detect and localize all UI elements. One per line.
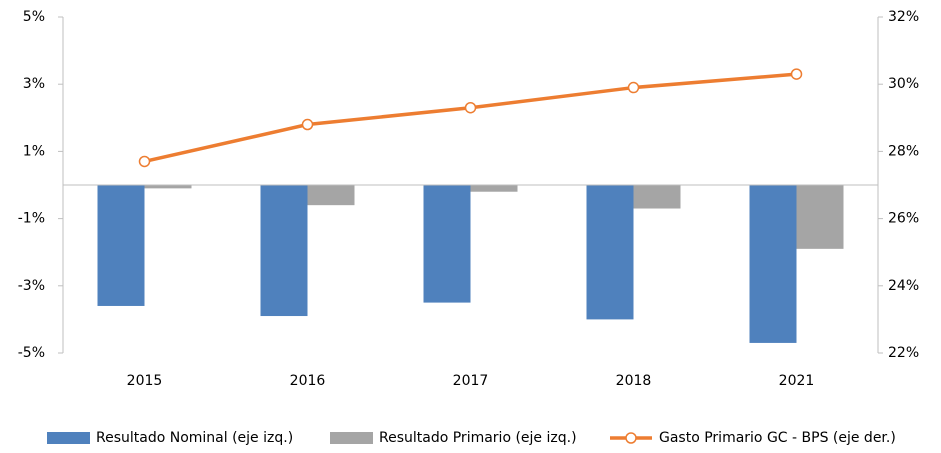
y-tick-label: -5% bbox=[18, 345, 45, 361]
legend-swatch bbox=[330, 432, 373, 444]
y-tick-label: 5% bbox=[23, 9, 45, 25]
bar bbox=[144, 185, 192, 189]
marker bbox=[301, 118, 314, 131]
y2-tick-label: 26% bbox=[888, 211, 919, 227]
y-tick-label: -3% bbox=[18, 278, 45, 294]
legend-label: Gasto Primario GC - BPS (eje der.) bbox=[659, 430, 896, 446]
marker bbox=[138, 155, 151, 168]
y2-tick-label: 30% bbox=[888, 76, 919, 92]
bar bbox=[423, 185, 471, 303]
legend-swatch bbox=[47, 432, 90, 444]
bar bbox=[470, 185, 518, 192]
bar bbox=[796, 185, 844, 249]
y2-tick-label: 22% bbox=[888, 345, 919, 361]
x-tick-label: 2015 bbox=[127, 373, 163, 389]
y2-tick-label: 24% bbox=[888, 278, 919, 294]
bar bbox=[749, 185, 797, 343]
bar bbox=[633, 185, 681, 209]
bar bbox=[97, 185, 145, 306]
line bbox=[144, 72, 797, 164]
bar bbox=[586, 185, 634, 320]
legend-marker bbox=[625, 432, 637, 444]
y2-tick-label: 32% bbox=[888, 9, 919, 25]
bar bbox=[260, 185, 308, 317]
marker bbox=[627, 81, 640, 94]
y-tick-label: -1% bbox=[18, 211, 45, 227]
bar bbox=[307, 185, 355, 206]
x-tick-label: 2017 bbox=[453, 373, 489, 389]
x-tick-label: 2018 bbox=[616, 373, 652, 389]
legend-label: Resultado Nominal (eje izq.) bbox=[96, 430, 293, 446]
y-tick-label: 3% bbox=[23, 76, 45, 92]
marker bbox=[790, 68, 803, 80]
x-tick-label: 2016 bbox=[290, 373, 326, 389]
y-tick-label: 1% bbox=[23, 143, 45, 159]
x-tick-label: 2021 bbox=[779, 373, 815, 389]
marker bbox=[464, 101, 477, 114]
y2-tick-label: 28% bbox=[888, 143, 919, 159]
legend-label: Resultado Primario (eje izq.) bbox=[379, 430, 577, 446]
